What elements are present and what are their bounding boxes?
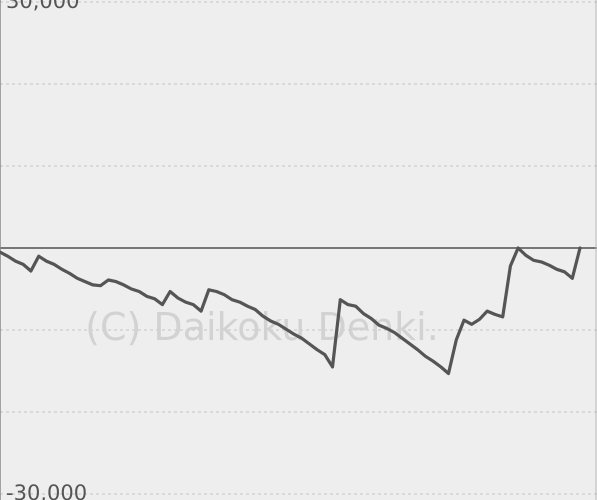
y-tick-label-top: 30,000 — [6, 0, 79, 13]
y-tick-label-bottom: -30,000 — [6, 481, 87, 500]
series-line — [0, 246, 582, 376]
